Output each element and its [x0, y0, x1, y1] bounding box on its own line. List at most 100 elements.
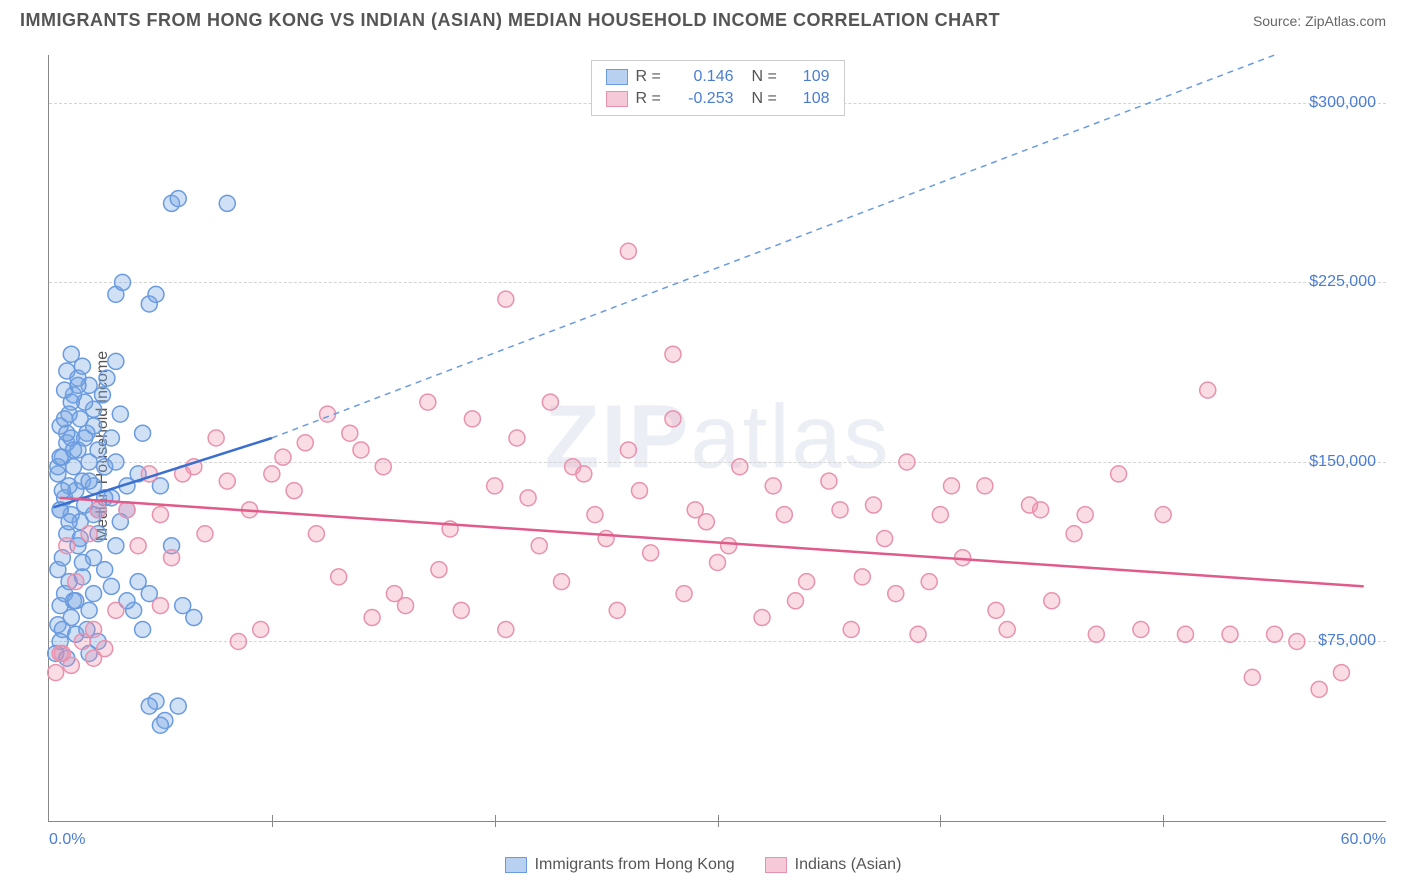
stat-r-value: -0.253 — [674, 90, 734, 108]
data-point — [431, 562, 447, 578]
data-point — [219, 473, 235, 489]
stat-r-label: R = — [636, 68, 666, 86]
data-point — [609, 602, 625, 618]
data-point — [1088, 626, 1104, 642]
data-point — [1267, 626, 1283, 642]
data-point — [90, 502, 106, 518]
chart-area: ZIPatlas $75,000$150,000$225,000$300,000… — [48, 55, 1386, 822]
data-point — [81, 473, 97, 489]
data-point — [542, 394, 558, 410]
data-point — [386, 586, 402, 602]
data-point — [498, 291, 514, 307]
data-point — [999, 622, 1015, 638]
legend-swatch — [505, 857, 527, 873]
stat-n-label: N = — [752, 90, 782, 108]
data-point — [487, 478, 503, 494]
data-point — [59, 538, 75, 554]
data-point — [988, 602, 1004, 618]
legend-swatch — [606, 91, 628, 107]
data-point — [54, 645, 70, 661]
data-point — [108, 353, 124, 369]
data-point — [152, 598, 168, 614]
data-point — [1133, 622, 1149, 638]
data-point — [86, 622, 102, 638]
x-tick-label: 60.0% — [1341, 831, 1386, 849]
data-point — [208, 430, 224, 446]
data-point — [565, 459, 581, 475]
data-point — [1177, 626, 1193, 642]
stats-row: R =0.146N =109 — [606, 66, 830, 88]
data-point — [170, 191, 186, 207]
data-point — [108, 602, 124, 618]
data-point — [620, 243, 636, 259]
stat-n-label: N = — [752, 68, 782, 86]
data-point — [1333, 665, 1349, 681]
data-point — [52, 449, 68, 465]
data-point — [152, 717, 168, 733]
data-point — [108, 538, 124, 554]
data-point — [219, 195, 235, 211]
legend-item: Indians (Asian) — [765, 856, 902, 874]
data-point — [943, 478, 959, 494]
data-point — [921, 574, 937, 590]
data-point — [68, 593, 84, 609]
x-minor-tick — [272, 815, 273, 827]
data-point — [141, 698, 157, 714]
data-point — [70, 377, 86, 393]
data-point — [799, 574, 815, 590]
data-point — [108, 454, 124, 470]
data-point — [643, 545, 659, 561]
data-point — [721, 538, 737, 554]
data-point — [308, 526, 324, 542]
data-point — [63, 610, 79, 626]
data-point — [420, 394, 436, 410]
data-point — [787, 593, 803, 609]
data-point — [57, 411, 73, 427]
data-point — [1077, 507, 1093, 523]
data-point — [364, 610, 380, 626]
data-point — [765, 478, 781, 494]
data-point — [86, 650, 102, 666]
data-point — [620, 442, 636, 458]
data-point — [1311, 681, 1327, 697]
data-point — [854, 569, 870, 585]
data-point — [135, 622, 151, 638]
data-point — [453, 602, 469, 618]
scatter-plot — [49, 55, 1386, 821]
series-legend: Immigrants from Hong KongIndians (Asian) — [0, 856, 1406, 874]
data-point — [48, 665, 64, 681]
stat-r-value: 0.146 — [674, 68, 734, 86]
x-minor-tick — [495, 815, 496, 827]
data-point — [74, 554, 90, 570]
data-point — [1222, 626, 1238, 642]
data-point — [865, 497, 881, 513]
data-point — [498, 622, 514, 638]
data-point — [112, 406, 128, 422]
data-point — [977, 478, 993, 494]
data-point — [665, 411, 681, 427]
data-point — [253, 622, 269, 638]
data-point — [115, 274, 131, 290]
data-point — [710, 554, 726, 570]
data-point — [81, 526, 97, 542]
data-point — [148, 286, 164, 302]
legend-swatch — [765, 857, 787, 873]
data-point — [1111, 466, 1127, 482]
data-point — [286, 483, 302, 499]
data-point — [164, 550, 180, 566]
data-point — [264, 466, 280, 482]
x-tick-label: 0.0% — [49, 831, 85, 849]
data-point — [1155, 507, 1171, 523]
stat-n-value: 108 — [790, 90, 830, 108]
data-point — [90, 442, 106, 458]
data-point — [587, 507, 603, 523]
data-point — [170, 698, 186, 714]
data-point — [197, 526, 213, 542]
data-point — [375, 459, 391, 475]
data-point — [776, 507, 792, 523]
data-point — [509, 430, 525, 446]
stats-legend: R =0.146N =109R =-0.253N =108 — [591, 60, 845, 116]
data-point — [754, 610, 770, 626]
data-point — [342, 425, 358, 441]
data-point — [186, 610, 202, 626]
